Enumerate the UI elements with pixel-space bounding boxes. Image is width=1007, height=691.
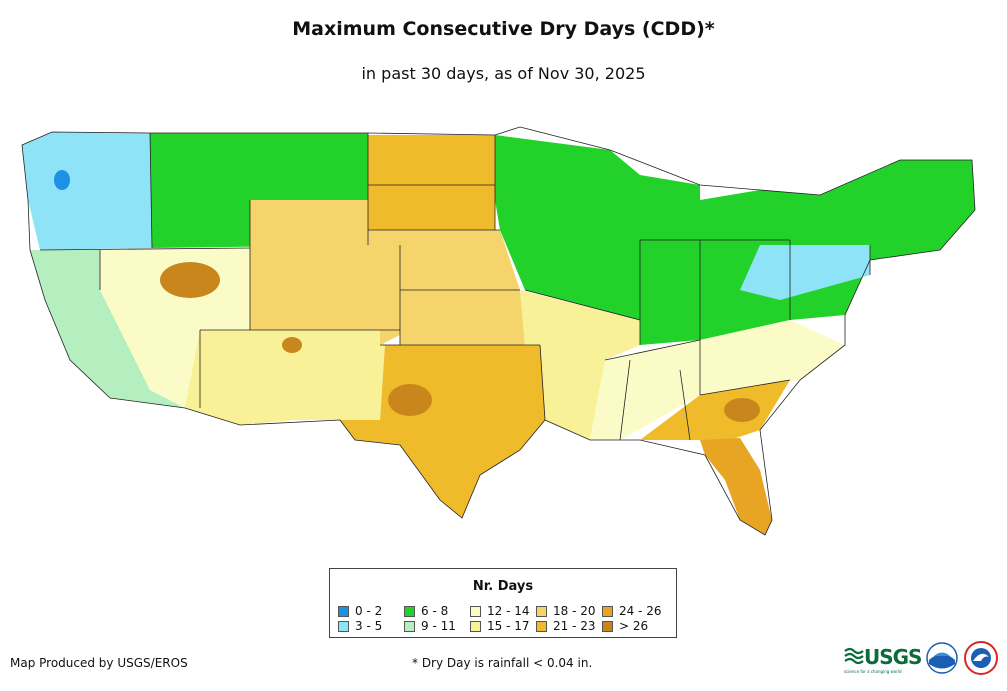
border-line — [699, 379, 791, 396]
region-california — [30, 250, 185, 408]
border-line — [149, 132, 153, 249]
legend-label: 0 - 2 — [355, 604, 383, 618]
usgs-tagline: science for a changing world — [844, 669, 902, 674]
legend-item: 0 - 2 — [338, 604, 382, 618]
legend-label: 21 - 23 — [553, 619, 596, 633]
hotspot-georgia — [724, 398, 760, 422]
map-hotspots — [54, 170, 760, 422]
border-line — [604, 339, 701, 361]
legend-label: > 26 — [619, 619, 649, 633]
hotspot-nevada-utah — [160, 262, 220, 298]
region-florida — [700, 438, 772, 535]
region-mid-mississippi — [520, 290, 640, 440]
legend-swatch — [470, 621, 481, 632]
border-line — [679, 369, 691, 441]
border-line — [539, 344, 546, 421]
legend-item: 21 - 23 — [536, 619, 596, 633]
legend-item: 3 - 5 — [338, 619, 382, 633]
legend-swatch — [404, 606, 415, 617]
legend-label: 18 - 20 — [553, 604, 596, 618]
legend-item: 15 - 17 — [470, 619, 530, 633]
border-line — [39, 247, 251, 251]
border-line — [524, 289, 641, 321]
legend-item: 9 - 11 — [404, 619, 456, 633]
legend-item: 12 - 14 — [470, 604, 530, 618]
us-cdd-map — [21, 126, 976, 536]
legend-swatch — [536, 621, 547, 632]
legend-swatch — [602, 606, 613, 617]
producer-credit: Map Produced by USGS/EROS — [10, 656, 188, 670]
legend-item: 18 - 20 — [536, 604, 596, 618]
usgs-logo: USGS science for a changing world — [842, 645, 922, 674]
region-northeast — [700, 160, 975, 320]
legend-item: > 26 — [602, 619, 648, 633]
legend-label: 15 - 17 — [487, 619, 530, 633]
legend-label: 6 - 8 — [421, 604, 449, 618]
region-northern-plains — [368, 135, 495, 230]
legend-label: 3 - 5 — [355, 619, 383, 633]
region-texas — [340, 345, 545, 518]
region-carolinas-georgia — [640, 380, 790, 440]
legend-title: Nr. Days — [472, 579, 534, 594]
noaa-logo-icon — [926, 642, 958, 674]
region-southwest — [185, 330, 385, 425]
legend-swatch — [338, 621, 349, 632]
region-pacific-northwest — [22, 132, 152, 250]
legend-item: 24 - 26 — [602, 604, 662, 618]
nws-logo-icon — [964, 641, 998, 675]
state-borders — [21, 126, 976, 536]
usgs-logo-text: USGS — [864, 645, 922, 669]
region-wyoming-colorado — [250, 200, 400, 345]
hotspot-west-texas — [388, 384, 432, 416]
map-subtitle: in past 30 days, as of Nov 30, 2025 — [361, 64, 646, 83]
legend-swatch — [338, 606, 349, 617]
hotspot-new-mexico — [282, 337, 302, 353]
usgs-wave-icon — [844, 647, 864, 665]
region-central-plains — [368, 230, 525, 345]
legend-label: 9 - 11 — [421, 619, 456, 633]
map-title: Maximum Consecutive Dry Days (CDD)* — [292, 18, 715, 40]
legend-swatch — [536, 606, 547, 617]
legend-swatch — [470, 606, 481, 617]
legend-label: 24 - 26 — [619, 604, 662, 618]
region-upper-midwest — [495, 135, 700, 320]
border-line — [619, 359, 631, 441]
legend-label: 12 - 14 — [487, 604, 530, 618]
us-outline — [21, 126, 976, 536]
dry-day-footnote: * Dry Day is rainfall < 0.04 in. — [412, 656, 593, 670]
hotspot-washington — [54, 170, 70, 190]
map-regions — [22, 132, 975, 535]
legend-swatch — [404, 621, 415, 632]
legend-swatch — [602, 621, 613, 632]
region-pennsylvania-ny — [740, 245, 870, 300]
legend-item: 6 - 8 — [404, 604, 448, 618]
